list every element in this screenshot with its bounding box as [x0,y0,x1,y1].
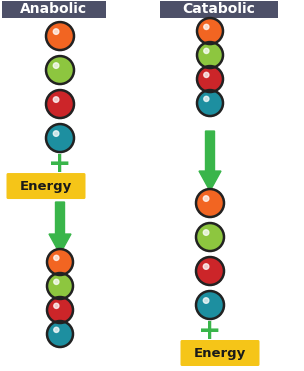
FancyArrow shape [49,202,71,254]
Circle shape [203,196,209,201]
Circle shape [53,131,59,137]
Circle shape [46,22,74,50]
Circle shape [196,189,224,217]
Circle shape [203,230,209,235]
Circle shape [53,29,59,35]
Circle shape [203,298,209,303]
Circle shape [47,297,73,323]
FancyArrow shape [199,131,221,191]
FancyBboxPatch shape [6,173,85,199]
Circle shape [196,291,224,319]
Circle shape [204,72,209,78]
FancyBboxPatch shape [181,340,260,366]
Text: Energy: Energy [20,180,72,193]
Circle shape [204,48,209,53]
Circle shape [46,124,74,152]
Circle shape [47,249,73,275]
Circle shape [46,90,74,118]
Text: +: + [198,317,222,345]
Text: Energy: Energy [194,347,246,359]
Circle shape [196,257,224,285]
Circle shape [54,279,59,285]
Circle shape [54,255,59,260]
Circle shape [197,42,223,68]
Circle shape [47,321,73,347]
Circle shape [47,273,73,299]
Circle shape [53,97,59,102]
Text: Anabolic: Anabolic [20,2,88,16]
Circle shape [204,24,209,30]
Circle shape [54,327,59,332]
FancyBboxPatch shape [2,1,106,18]
FancyBboxPatch shape [160,1,278,18]
Circle shape [203,264,209,269]
Circle shape [54,303,59,308]
Text: Catabolic: Catabolic [183,2,255,16]
Circle shape [204,96,209,102]
Circle shape [53,63,59,68]
Circle shape [197,18,223,44]
Circle shape [197,90,223,116]
Circle shape [46,56,74,84]
Circle shape [196,223,224,251]
Text: +: + [48,150,72,178]
Circle shape [197,66,223,92]
